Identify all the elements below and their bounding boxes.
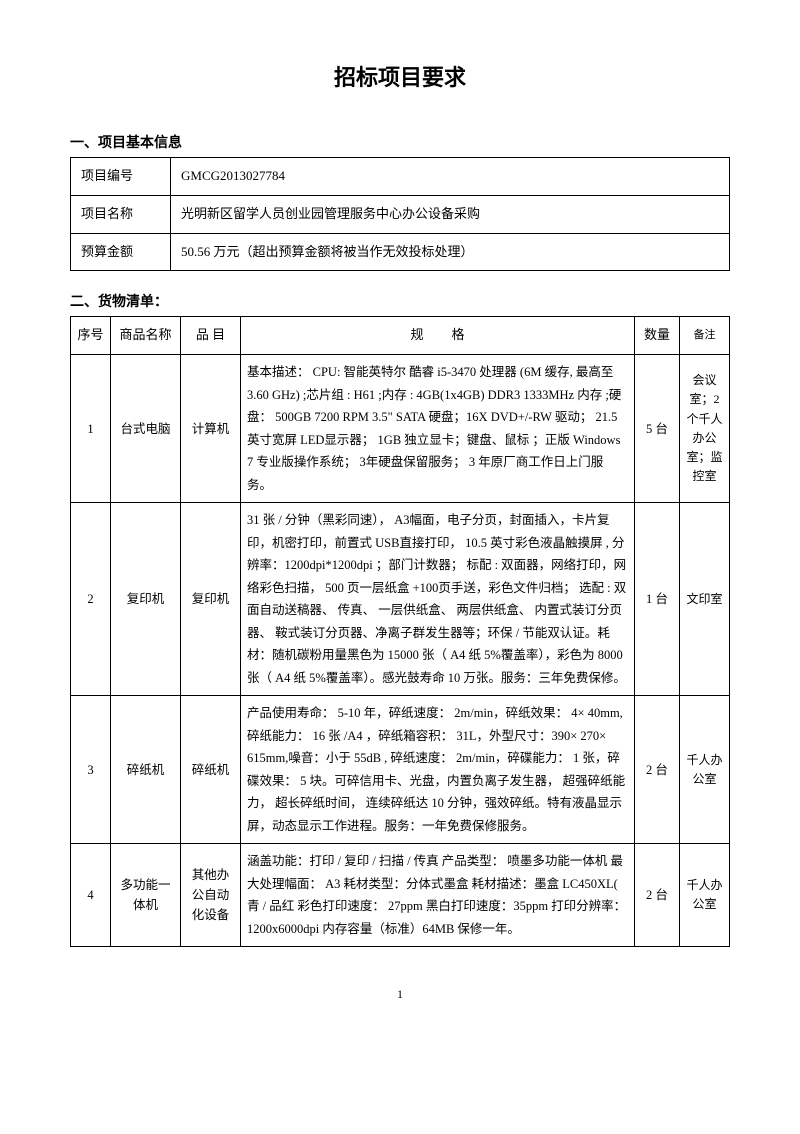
page-number: 1 (70, 987, 730, 1002)
table-row: 项目名称 光明新区留学人员创业园管理服务中心办公设备采购 (71, 195, 730, 233)
table-row: 2 复印机 复印机 31 张 / 分钟（黑彩同速）， A3幅面，电子分页，封面插… (71, 503, 730, 696)
cell-name: 碎纸机 (111, 696, 181, 844)
project-no-label: 项目编号 (71, 158, 171, 196)
table-header-row: 序号 商品名称 品 目 规格 数量 备注 (71, 317, 730, 355)
table-row: 4 多功能一体机 其他办公自动化设备 涵盖功能：打印 / 复印 / 扫描 / 传… (71, 844, 730, 947)
cell-cat: 碎纸机 (181, 696, 241, 844)
cell-qty: 1 台 (635, 503, 680, 696)
cell-spec: 31 张 / 分钟（黑彩同速）， A3幅面，电子分页，封面插入，卡片复印，机密打… (241, 503, 635, 696)
cell-seq: 3 (71, 696, 111, 844)
page-title: 招标项目要求 (70, 60, 730, 92)
cell-qty: 5 台 (635, 355, 680, 503)
header-seq: 序号 (71, 317, 111, 355)
cell-cat: 其他办公自动化设备 (181, 844, 241, 947)
cell-seq: 1 (71, 355, 111, 503)
table-row: 3 碎纸机 碎纸机 产品使用寿命： 5-10 年，碎纸速度： 2m/min，碎纸… (71, 696, 730, 844)
section1-heading: 一、项目基本信息 (70, 132, 730, 152)
table-row: 1 台式电脑 计算机 基本描述： CPU: 智能英特尔 酷睿 i5-3470 处… (71, 355, 730, 503)
cell-spec: 产品使用寿命： 5-10 年，碎纸速度： 2m/min，碎纸效果： 4× 40m… (241, 696, 635, 844)
header-spec: 规格 (241, 317, 635, 355)
table-row: 预算金额 50.56 万元（超出预算金额将被当作无效投标处理） (71, 233, 730, 271)
cell-cat: 复印机 (181, 503, 241, 696)
project-info-table: 项目编号 GMCG2013027784 项目名称 光明新区留学人员创业园管理服务… (70, 157, 730, 271)
cell-name: 台式电脑 (111, 355, 181, 503)
header-name: 商品名称 (111, 317, 181, 355)
cell-qty: 2 台 (635, 844, 680, 947)
cell-spec: 涵盖功能：打印 / 复印 / 扫描 / 传真 产品类型： 喷墨多功能一体机 最大… (241, 844, 635, 947)
section2-heading: 二、货物清单： (70, 291, 730, 311)
cell-note: 千人办公室 (680, 696, 730, 844)
header-qty: 数量 (635, 317, 680, 355)
project-name-label: 项目名称 (71, 195, 171, 233)
header-cat: 品 目 (181, 317, 241, 355)
cell-note: 文印室 (680, 503, 730, 696)
cell-qty: 2 台 (635, 696, 680, 844)
cell-note: 会议室；2 个千人办公室；监控室 (680, 355, 730, 503)
cell-name: 多功能一体机 (111, 844, 181, 947)
table-row: 项目编号 GMCG2013027784 (71, 158, 730, 196)
cell-cat: 计算机 (181, 355, 241, 503)
cell-name: 复印机 (111, 503, 181, 696)
cell-note: 千人办公室 (680, 844, 730, 947)
cell-seq: 2 (71, 503, 111, 696)
project-no-value: GMCG2013027784 (171, 158, 730, 196)
header-note: 备注 (680, 317, 730, 355)
budget-value: 50.56 万元（超出预算金额将被当作无效投标处理） (171, 233, 730, 271)
cell-seq: 4 (71, 844, 111, 947)
budget-label: 预算金额 (71, 233, 171, 271)
goods-table: 序号 商品名称 品 目 规格 数量 备注 1 台式电脑 计算机 基本描述： CP… (70, 316, 730, 947)
project-name-value: 光明新区留学人员创业园管理服务中心办公设备采购 (171, 195, 730, 233)
cell-spec: 基本描述： CPU: 智能英特尔 酷睿 i5-3470 处理器 (6M 缓存, … (241, 355, 635, 503)
